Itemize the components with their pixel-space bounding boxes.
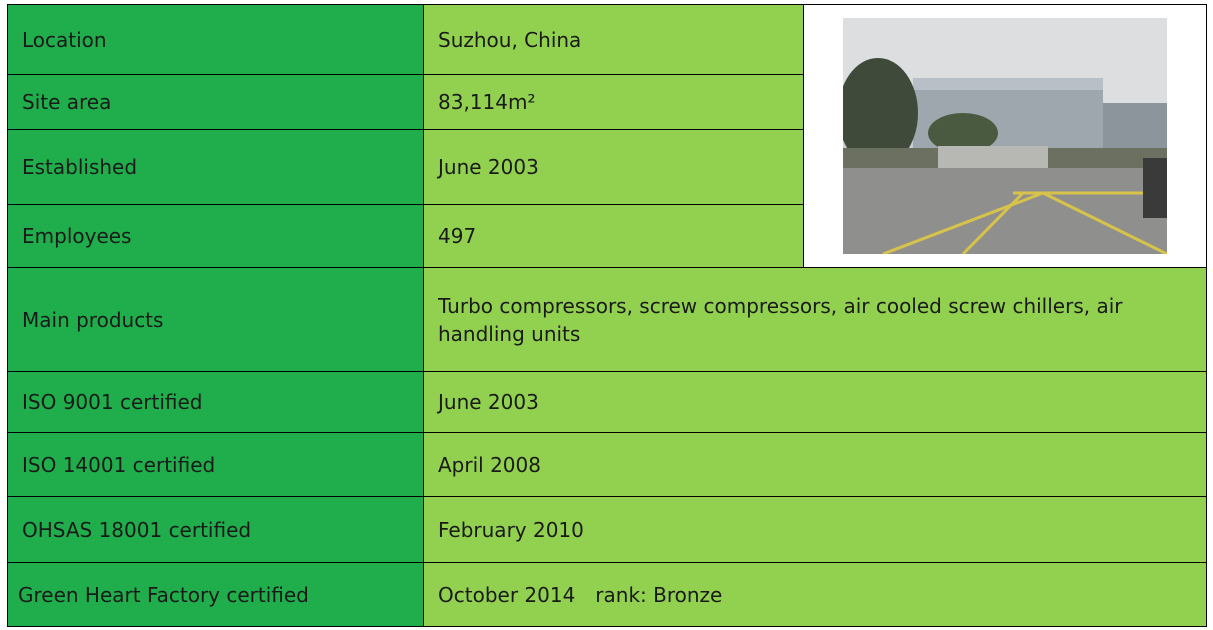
row-label: Green Heart Factory certified xyxy=(8,563,424,627)
table-row: Location Suzhou, China xyxy=(8,5,1207,75)
photo-cell xyxy=(804,5,1207,268)
row-label: Established xyxy=(8,130,424,205)
row-value: April 2008 xyxy=(424,433,1207,497)
row-label: Employees xyxy=(8,205,424,268)
table-row: ISO 14001 certified April 2008 xyxy=(8,433,1207,497)
row-value: 83,114m² xyxy=(424,75,804,130)
row-value: 497 xyxy=(424,205,804,268)
row-value: October 2014 rank: Bronze xyxy=(424,563,1207,627)
row-label: ISO 14001 certified xyxy=(8,433,424,497)
table-row: ISO 9001 certified June 2003 xyxy=(8,372,1207,433)
row-label: Site area xyxy=(8,75,424,130)
page: {"table": {"rows": [ ["Location", "Suzho… xyxy=(0,0,1213,630)
row-label: ISO 9001 certified xyxy=(8,372,424,433)
row-label: Location xyxy=(8,5,424,75)
row-value: February 2010 xyxy=(424,497,1207,563)
row-label: OHSAS 18001 certified xyxy=(8,497,424,563)
table-row: OHSAS 18001 certified February 2010 xyxy=(8,497,1207,563)
table-row: Main products Turbo compressors, screw c… xyxy=(8,268,1207,372)
row-value: Suzhou, China xyxy=(424,5,804,75)
row-value: Turbo compressors, screw compressors, ai… xyxy=(424,268,1207,372)
factory-photo xyxy=(843,18,1167,254)
site-table: Location Suzhou, China Site xyxy=(7,4,1207,627)
table-row: Green Heart Factory certified October 20… xyxy=(8,563,1207,627)
row-value: June 2003 xyxy=(424,130,804,205)
row-label: Main products xyxy=(8,268,424,372)
row-value: June 2003 xyxy=(424,372,1207,433)
